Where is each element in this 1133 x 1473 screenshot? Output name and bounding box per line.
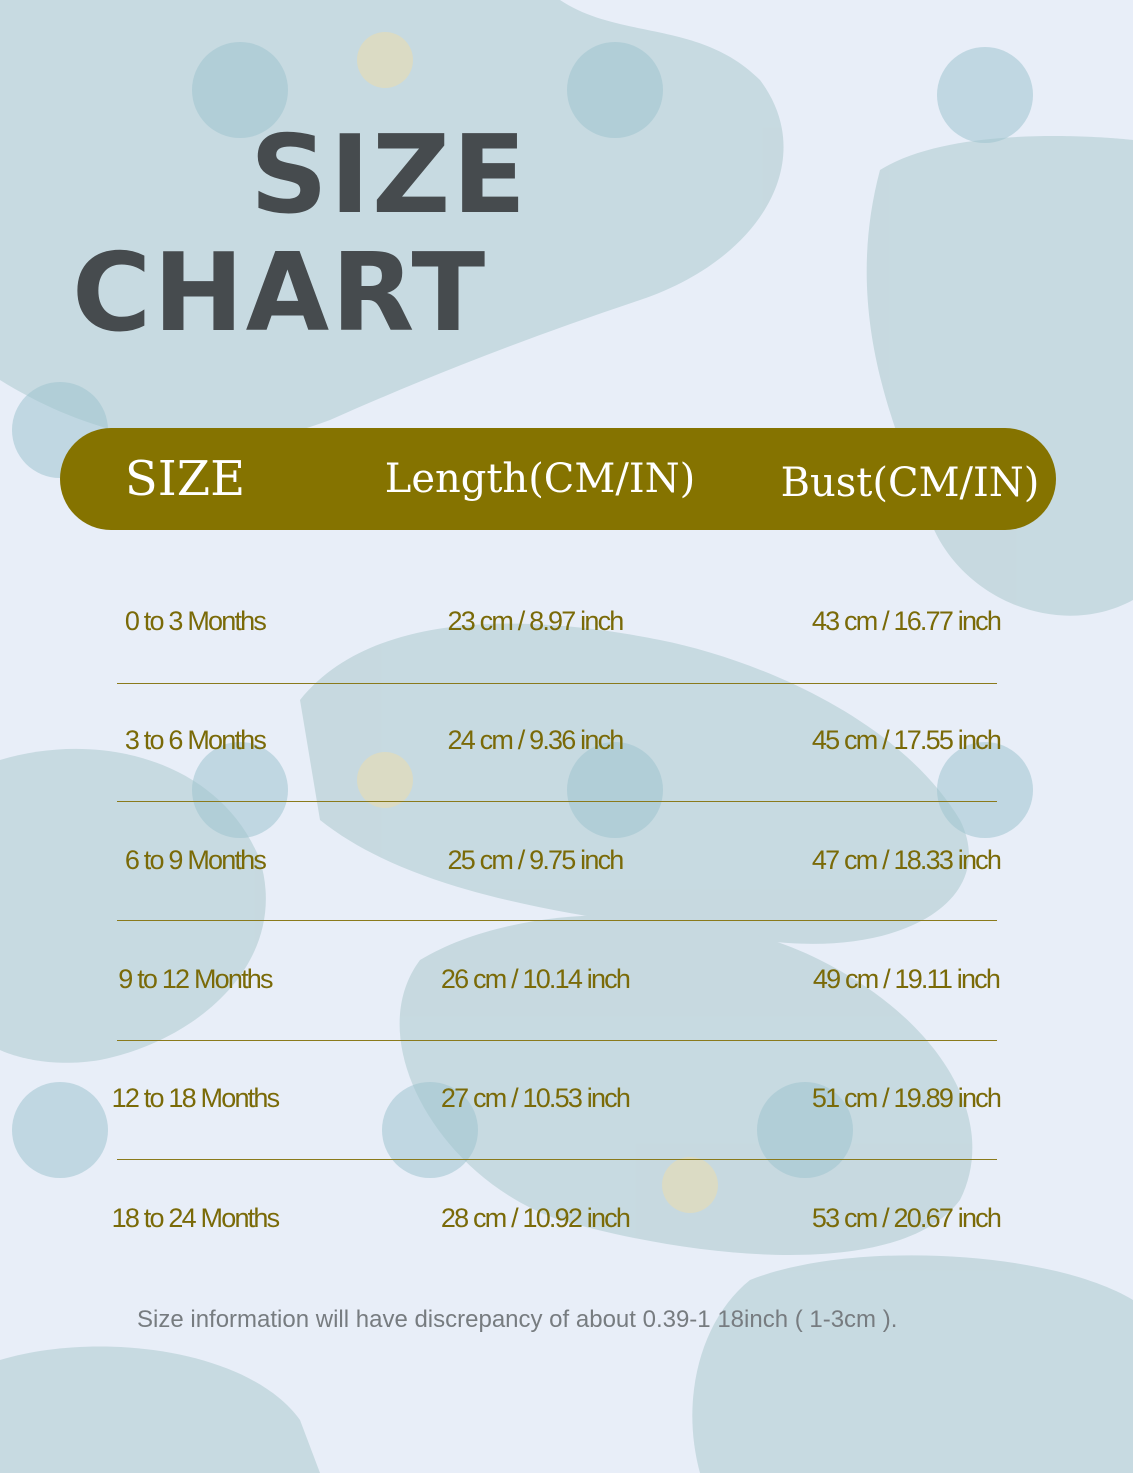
- row-divider: [117, 1159, 997, 1160]
- length-cell: 24 cm / 9.36 inch: [447, 725, 624, 755]
- size-cell: 3 to 6 Months: [124, 725, 267, 755]
- size-cell: 6 to 9 Months: [124, 845, 267, 875]
- table-row: 0 to 3 Months 23 cm / 8.97 inch 43 cm / …: [0, 601, 1133, 641]
- size-cell: 18 to 24 Months: [111, 1203, 280, 1233]
- header-length: Length(CM/IN): [384, 456, 696, 502]
- table-row: 3 to 6 Months 24 cm / 9.36 inch 45 cm / …: [0, 720, 1133, 760]
- size-cell: 12 to 18 Months: [111, 1083, 280, 1113]
- title-line-2: CHART: [72, 231, 488, 356]
- bust-cell: 45 cm / 17.55 inch: [811, 725, 1002, 755]
- table-row: 9 to 12 Months 26 cm / 10.14 inch 49 cm …: [0, 959, 1133, 999]
- table-row: 18 to 24 Months 28 cm / 10.92 inch 53 cm…: [0, 1198, 1133, 1238]
- size-cell: 0 to 3 Months: [124, 606, 267, 636]
- row-divider: [117, 801, 997, 802]
- header-bust: Bust(CM/IN): [780, 460, 1040, 506]
- row-divider: [117, 920, 997, 921]
- bust-cell: 53 cm / 20.67 inch: [811, 1203, 1002, 1233]
- row-divider: [117, 683, 997, 684]
- bust-cell: 49 cm / 19.11 inch: [812, 964, 1001, 994]
- length-cell: 27 cm / 10.53 inch: [440, 1083, 631, 1113]
- size-cell: 9 to 12 Months: [118, 964, 273, 994]
- row-divider: [117, 1040, 997, 1041]
- length-cell: 28 cm / 10.92 inch: [440, 1203, 631, 1233]
- length-cell: 25 cm / 9.75 inch: [447, 845, 624, 875]
- length-cell: 26 cm / 10.14 inch: [440, 964, 631, 994]
- header-size: SIZE: [124, 451, 246, 507]
- table-row: 12 to 18 Months 27 cm / 10.53 inch 51 cm…: [0, 1078, 1133, 1118]
- bust-cell: 47 cm / 18.33 inch: [811, 845, 1002, 875]
- bust-cell: 51 cm / 19.89 inch: [811, 1083, 1002, 1113]
- length-cell: 23 cm / 8.97 inch: [447, 606, 624, 636]
- table-row: 6 to 9 Months 25 cm / 9.75 inch 47 cm / …: [0, 840, 1133, 880]
- table-header: SIZE Length(CM/IN) Bust(CM/IN): [60, 428, 1056, 530]
- bust-cell: 43 cm / 16.77 inch: [811, 606, 1002, 636]
- discrepancy-note: Size information will have discrepancy o…: [137, 1306, 898, 1333]
- title-line-1: SIZE: [250, 113, 529, 238]
